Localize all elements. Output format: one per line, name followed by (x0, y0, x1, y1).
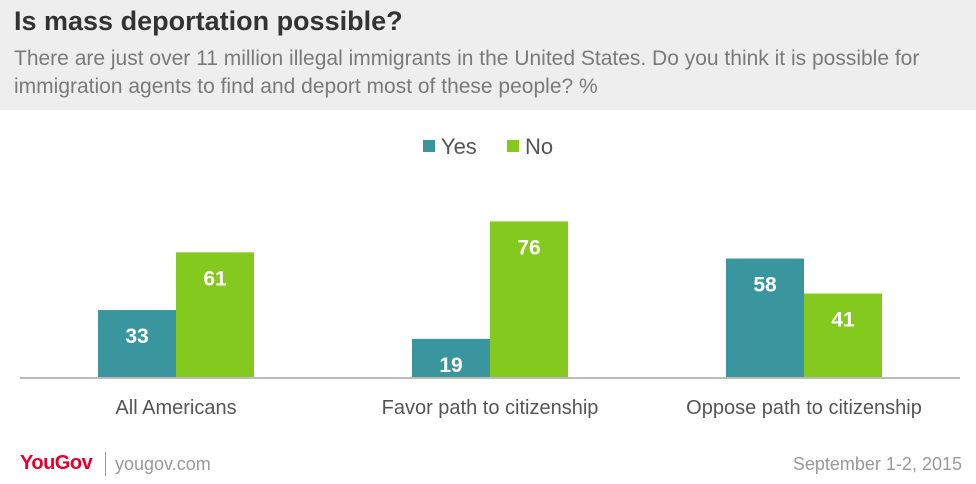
category-label-1: Favor path to citizenship (382, 397, 599, 419)
chart-subtitle: There are just over 11 million illegal i… (14, 47, 920, 98)
data-label-yes-2: 58 (753, 274, 777, 297)
footer-divider (105, 452, 106, 476)
legend-item-no: No (506, 134, 554, 160)
header-band: Is mass deportation possible? There are … (0, 0, 976, 110)
legend-item-yes: Yes (422, 134, 477, 160)
data-label-yes-0: 33 (125, 325, 148, 348)
footer-url: yougov.com (115, 454, 211, 474)
bar-yes-1 (412, 338, 490, 378)
legend-swatch-yes (422, 140, 435, 152)
legend-label-yes: Yes (440, 134, 477, 159)
bar-chart: 33 61 All Americans 19 76 Favor path to citiz… (20, 221, 960, 419)
legend: Yes No (0, 134, 976, 160)
data-label-no-0: 61 (203, 267, 227, 290)
legend-swatch-no (506, 140, 519, 152)
bar-no-0 (176, 252, 254, 378)
chart-title: Is mass deportation possible? (14, 6, 403, 36)
data-label-yes-1: 19 (439, 354, 462, 377)
yougov-logo: YouGov (20, 452, 93, 474)
data-label-no-1: 76 (517, 236, 540, 259)
category-label-2: Oppose path to citizenship (686, 397, 922, 419)
bar-no-2 (804, 293, 882, 378)
bar-yes-0 (98, 310, 176, 378)
data-label-no-2: 41 (831, 309, 855, 332)
category-label-0: All Americans (115, 397, 236, 419)
footer-date: September 1-2, 2015 (792, 454, 962, 474)
bar-yes-2 (726, 258, 804, 378)
legend-label-no: No (524, 134, 554, 159)
bar-no-1 (490, 221, 568, 378)
